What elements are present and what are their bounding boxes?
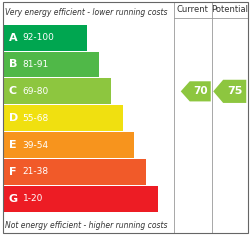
Text: 39-54: 39-54 bbox=[22, 141, 48, 149]
Text: B: B bbox=[9, 59, 17, 70]
Text: Not energy efficient - higher running costs: Not energy efficient - higher running co… bbox=[5, 221, 168, 230]
Polygon shape bbox=[213, 80, 246, 103]
Text: 55-68: 55-68 bbox=[22, 114, 49, 123]
Text: D: D bbox=[9, 113, 18, 123]
Text: Very energy efficient - lower running costs: Very energy efficient - lower running co… bbox=[5, 8, 168, 17]
Text: Current: Current bbox=[177, 5, 209, 15]
Bar bbox=[4, 78, 111, 104]
Bar bbox=[4, 132, 134, 158]
Bar bbox=[4, 51, 99, 78]
Bar bbox=[4, 159, 146, 185]
Text: 21-38: 21-38 bbox=[22, 167, 48, 176]
Text: G: G bbox=[9, 194, 18, 204]
Text: 70: 70 bbox=[193, 86, 208, 96]
Text: 92-100: 92-100 bbox=[22, 33, 54, 42]
Text: 75: 75 bbox=[227, 86, 242, 96]
Text: A: A bbox=[9, 33, 18, 43]
Polygon shape bbox=[181, 81, 211, 102]
Bar bbox=[4, 186, 158, 212]
Text: Potential: Potential bbox=[211, 5, 248, 15]
Text: 1-20: 1-20 bbox=[22, 194, 43, 203]
Text: F: F bbox=[9, 167, 16, 177]
Text: 69-80: 69-80 bbox=[22, 87, 49, 96]
Bar bbox=[4, 25, 87, 51]
Text: E: E bbox=[9, 140, 16, 150]
Text: C: C bbox=[9, 86, 17, 96]
Text: 81-91: 81-91 bbox=[22, 60, 49, 69]
Bar bbox=[4, 105, 123, 131]
